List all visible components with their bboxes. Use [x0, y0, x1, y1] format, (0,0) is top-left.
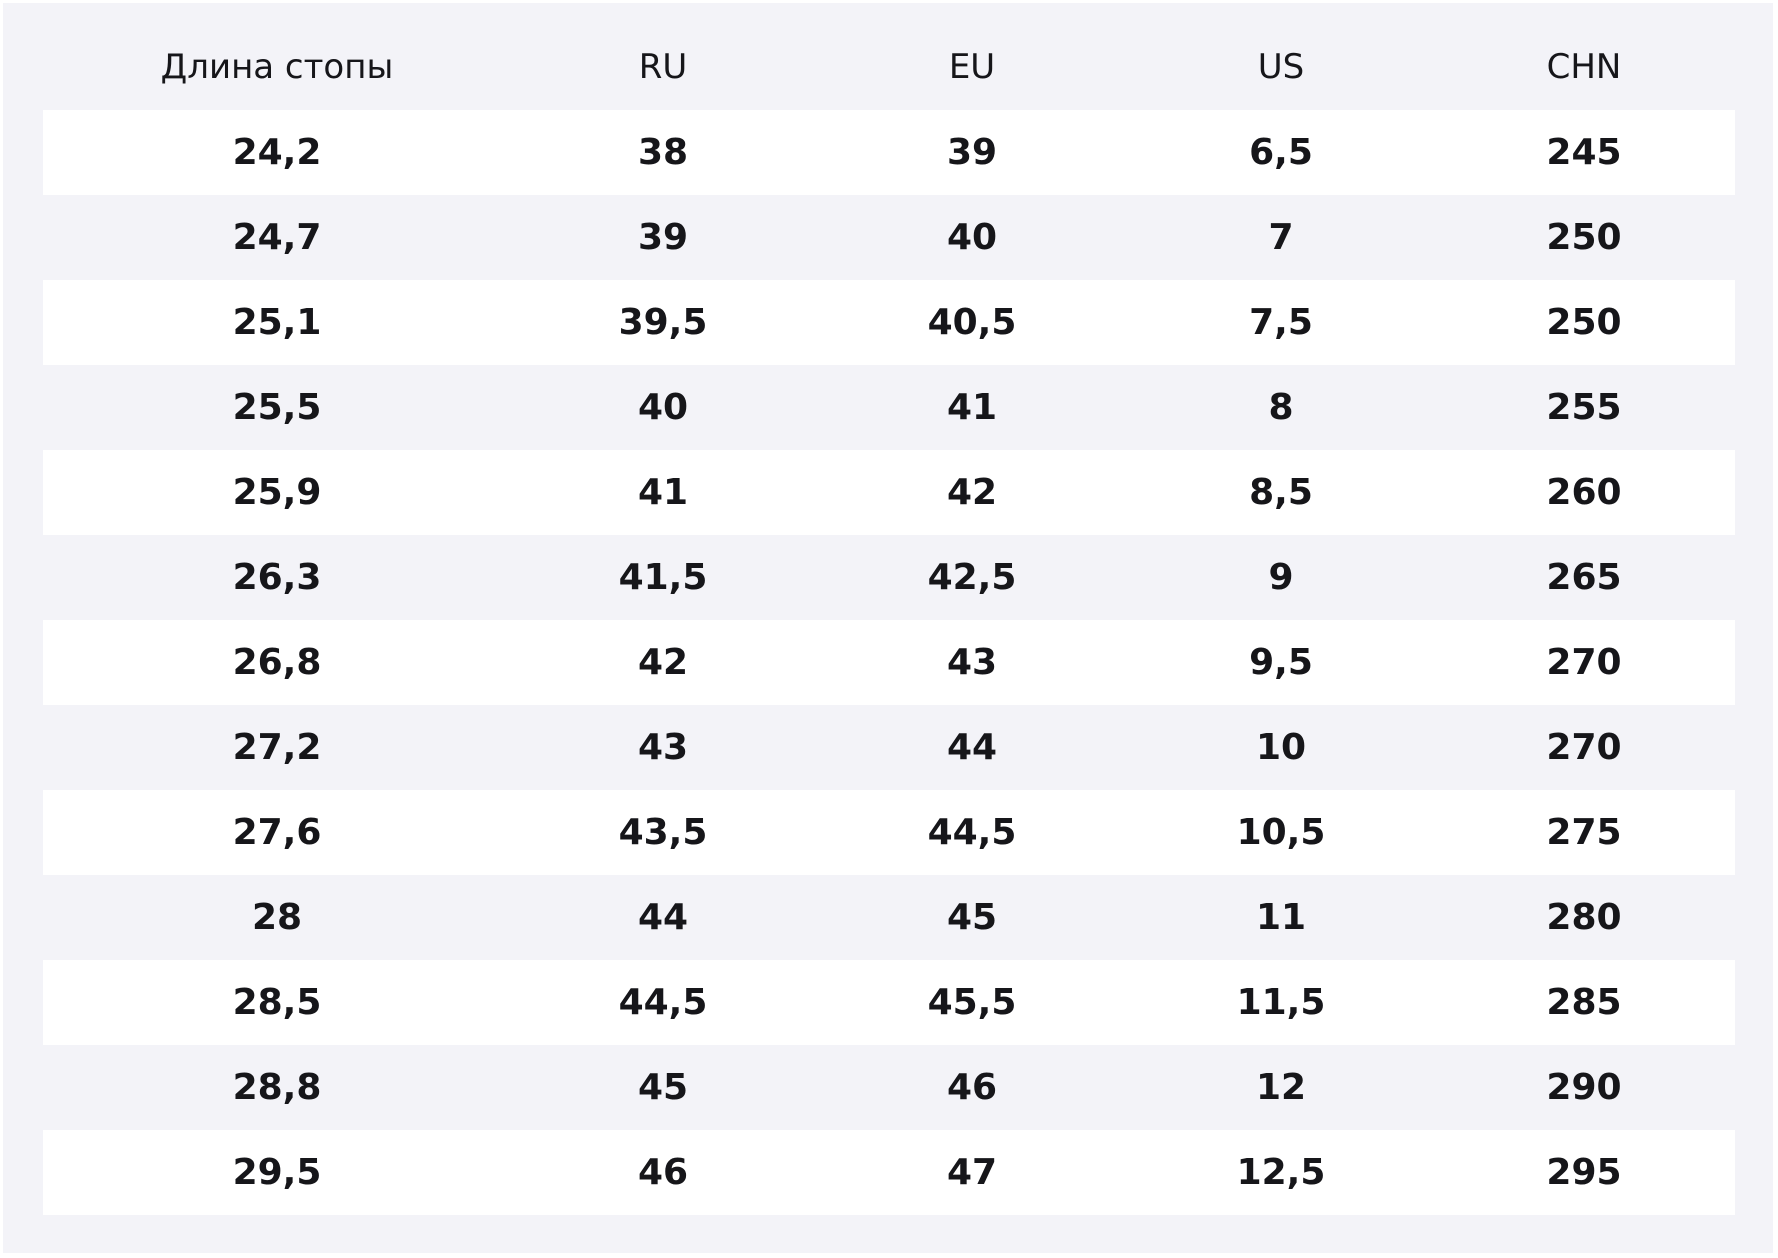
table-cell: 39,5: [618, 302, 708, 343]
table-cell: 6,5: [1249, 132, 1313, 173]
header-row: Длина стопы RU EU US CHN: [43, 25, 1735, 110]
table-cell: 44: [637, 897, 689, 938]
table-row: 27,6 43,5 44,5 10,5 275: [43, 790, 1735, 875]
table-cell: 275: [1546, 812, 1622, 853]
table-cell: 41: [946, 387, 998, 428]
table-cell: 42: [637, 642, 689, 683]
header-cell: RU: [638, 47, 688, 87]
table-cell: 24,2: [232, 132, 322, 173]
table-cell: 29,5: [232, 1152, 322, 1193]
table-cell: 26,3: [232, 557, 322, 598]
table-cell: 9,5: [1249, 642, 1313, 683]
header-cell: CHN: [1546, 47, 1622, 87]
table-cell: 265: [1546, 557, 1622, 598]
table-cell: 45: [946, 897, 998, 938]
table-cell: 27,2: [232, 727, 322, 768]
table-cell: 28: [251, 897, 303, 938]
table-cell: 7: [1268, 217, 1294, 258]
size-table: Длина стопы RU EU US CHN 24,2 38 39 6,5 245 24,7 39…: [3, 3, 1773, 1253]
table-cell: 250: [1546, 302, 1622, 343]
table-cell: 43: [637, 727, 689, 768]
table-row: 25,9 41 42 8,5 260: [43, 450, 1735, 535]
table-cell: 250: [1546, 217, 1622, 258]
table-row: 27,2 43 44 10 270: [43, 705, 1735, 790]
table-cell: 40,5: [927, 302, 1017, 343]
table-cell: 285: [1546, 982, 1622, 1023]
table-cell: 25,9: [232, 472, 322, 513]
table-cell: 8: [1268, 387, 1294, 428]
table-cell: 255: [1546, 387, 1622, 428]
table-cell: 44,5: [618, 982, 708, 1023]
table-cell: 45,5: [927, 982, 1017, 1023]
table-cell: 260: [1546, 472, 1622, 513]
table-cell: 25,1: [232, 302, 322, 343]
table-cell: 43,5: [618, 812, 708, 853]
table-cell: 28,5: [232, 982, 322, 1023]
table-cell: 42,5: [927, 557, 1017, 598]
table-row: 25,1 39,5 40,5 7,5 250: [43, 280, 1735, 365]
table-cell: 41: [637, 472, 689, 513]
table-cell: 46: [637, 1152, 689, 1193]
table-cell: 43: [946, 642, 998, 683]
table-cell: 38: [637, 132, 689, 173]
header-cell: Длина стопы: [160, 47, 394, 87]
table-cell: 27,6: [232, 812, 322, 853]
table-cell: 42: [946, 472, 998, 513]
table-cell: 10: [1255, 727, 1307, 768]
table-cell: 290: [1546, 1067, 1622, 1108]
table-cell: 41,5: [618, 557, 708, 598]
table-cell: 12: [1255, 1067, 1307, 1108]
table-cell: 39: [637, 217, 689, 258]
table-row: 26,3 41,5 42,5 9 265: [43, 535, 1735, 620]
table-row: 28,8 45 46 12 290: [43, 1045, 1735, 1130]
table-row: 28,5 44,5 45,5 11,5 285: [43, 960, 1735, 1045]
table-cell: 44: [946, 727, 998, 768]
table-cell: 7,5: [1249, 302, 1313, 343]
table-cell: 12,5: [1236, 1152, 1326, 1193]
table-cell: 11: [1255, 897, 1307, 938]
table-row: 25,5 40 41 8 255: [43, 365, 1735, 450]
table-cell: 28,8: [232, 1067, 322, 1108]
table-cell: 40: [637, 387, 689, 428]
table-cell: 24,7: [232, 217, 322, 258]
table-cell: 45: [637, 1067, 689, 1108]
table-cell: 39: [946, 132, 998, 173]
header-cell: US: [1257, 47, 1305, 87]
table-cell: 295: [1546, 1152, 1622, 1193]
table-cell: 44,5: [927, 812, 1017, 853]
table-cell: 25,5: [232, 387, 322, 428]
table-cell: 8,5: [1249, 472, 1313, 513]
table-row: 29,5 46 47 12,5 295: [43, 1130, 1735, 1215]
table-cell: 47: [946, 1152, 998, 1193]
table-cell: 40: [946, 217, 998, 258]
table-cell: 11,5: [1236, 982, 1326, 1023]
table-cell: 280: [1546, 897, 1622, 938]
table-cell: 26,8: [232, 642, 322, 683]
table-cell: 10,5: [1236, 812, 1326, 853]
table-cell: 270: [1546, 642, 1622, 683]
table-cell: 46: [946, 1067, 998, 1108]
table-row: 28 44 45 11 280: [43, 875, 1735, 960]
table-row: 24,2 38 39 6,5 245: [43, 110, 1735, 195]
table-cell: 9: [1268, 557, 1294, 598]
table-row: 24,7 39 40 7 250: [43, 195, 1735, 280]
table-cell: 270: [1546, 727, 1622, 768]
table-row: 26,8 42 43 9,5 270: [43, 620, 1735, 705]
header-cell: EU: [948, 47, 996, 87]
table-cell: 245: [1546, 132, 1622, 173]
